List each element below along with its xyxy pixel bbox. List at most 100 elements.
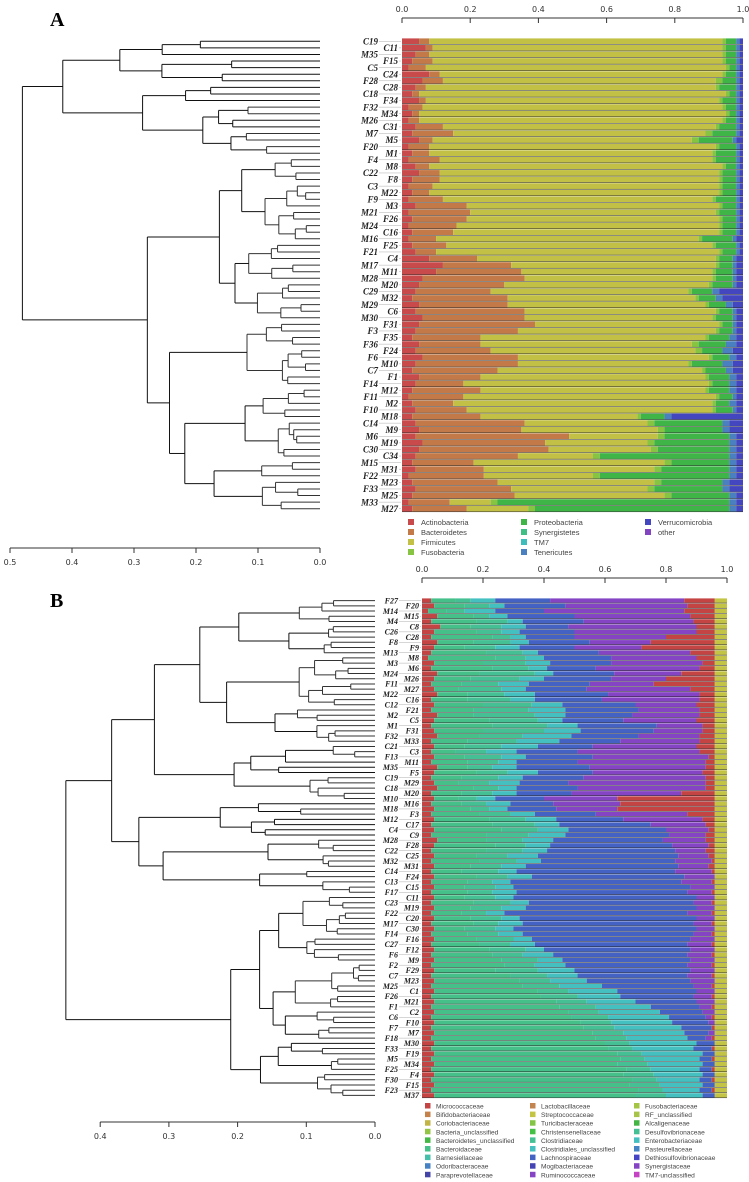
bar-segment [650, 640, 715, 645]
bar-segment [736, 84, 740, 91]
sample-label: C3 [367, 181, 378, 191]
bar-segment [605, 1041, 630, 1046]
bar-segment [736, 314, 743, 321]
bar-segment [714, 811, 727, 817]
bar-segment [544, 947, 691, 952]
bar-segment [402, 499, 409, 506]
bar-segment [402, 314, 423, 321]
bar-segment [431, 942, 480, 947]
bar-segment [553, 837, 663, 843]
bar-segment [501, 916, 520, 921]
bar-segment [402, 58, 413, 64]
bar-segment [711, 931, 715, 937]
bar-segment [732, 137, 737, 143]
bar-segment [611, 660, 703, 666]
bar-segment [719, 229, 723, 236]
bar-segment [672, 1020, 709, 1025]
sample-label: C25 [406, 852, 419, 861]
bar-segment [739, 202, 743, 209]
bar-segment [415, 380, 464, 387]
bar-segment [638, 1087, 663, 1093]
bar-segment [722, 426, 730, 433]
bar-segment [422, 614, 438, 619]
bar-segment [467, 765, 493, 770]
bar-segment [525, 624, 569, 629]
bar-segment [739, 77, 743, 84]
bar-segment [431, 994, 541, 999]
bar-segment [544, 655, 612, 661]
legend-label: Bacteroidaceae [436, 1147, 482, 1154]
bar-segment [672, 843, 709, 848]
bar-segment [714, 879, 727, 885]
bar-segment [504, 962, 535, 968]
sample-label: M28 [360, 273, 379, 283]
bar-segment [725, 104, 737, 111]
sample-label: C22 [385, 846, 398, 855]
sample-label: C6 [389, 1013, 398, 1022]
legend-swatch [634, 1120, 640, 1126]
bar-segment [711, 983, 715, 989]
bar-segment [412, 110, 420, 117]
bar-segment [422, 900, 432, 905]
bar-segment [434, 1072, 624, 1077]
bar-segment [437, 765, 468, 770]
dendrogram-axis-tick-label: 0.3 [128, 558, 141, 567]
bar-segment [736, 71, 740, 78]
bar-segment [476, 874, 508, 879]
bar-segment [714, 728, 727, 734]
bar-segment [528, 707, 566, 713]
bar-segment [495, 968, 538, 973]
bar-segment [714, 697, 727, 702]
bar-segment [431, 931, 468, 937]
bar-segment [537, 989, 569, 994]
bar-segment [598, 650, 691, 655]
bar-segment [696, 744, 715, 749]
bar-segment [402, 222, 409, 229]
bar-segment [736, 466, 743, 473]
bar-segment [715, 393, 720, 400]
bar-segment [431, 962, 505, 968]
bar-segment [466, 505, 529, 512]
bar-segment [714, 723, 727, 728]
bar-segment [725, 38, 737, 45]
bar-segment [699, 707, 715, 713]
sample-label: M33 [403, 737, 419, 746]
bar-segment [473, 459, 665, 466]
bar-segment [714, 931, 727, 937]
bar-segment [476, 629, 502, 635]
bar-segment [614, 671, 682, 676]
sample-label: C4 [387, 254, 398, 264]
bar-segment [415, 288, 491, 295]
sample-label: M9 [407, 956, 419, 965]
bar-segment [719, 143, 737, 150]
bar-segment [422, 1009, 435, 1015]
sample-label: C26 [385, 628, 398, 637]
bar-segment [402, 407, 416, 413]
bar-segment [715, 196, 737, 203]
bar-segment [422, 681, 432, 687]
bar-segment [715, 242, 737, 249]
bar-segment [402, 268, 437, 275]
sample-label: F22 [362, 471, 379, 481]
bar-segment [595, 666, 700, 671]
bar-segment [739, 222, 743, 229]
bar-segment [434, 957, 502, 963]
bar-segment [470, 916, 502, 921]
bar-segment [568, 780, 706, 786]
bar-segment [470, 209, 716, 216]
bar-segment [736, 393, 743, 400]
bar-segment [501, 744, 538, 749]
sample-label: C11 [383, 43, 398, 53]
bar-segment [516, 759, 578, 765]
bar-segment [402, 472, 409, 479]
bar-segment [714, 858, 727, 864]
bar-segment [422, 962, 432, 968]
bar-segment [498, 681, 529, 687]
bar-segment [640, 413, 665, 420]
bar-segment [712, 130, 737, 137]
bar-segment [434, 1009, 569, 1015]
bar-segment [693, 983, 712, 989]
bar-segment [729, 466, 737, 473]
bar-segment [431, 1015, 572, 1020]
bar-segment [422, 619, 432, 624]
